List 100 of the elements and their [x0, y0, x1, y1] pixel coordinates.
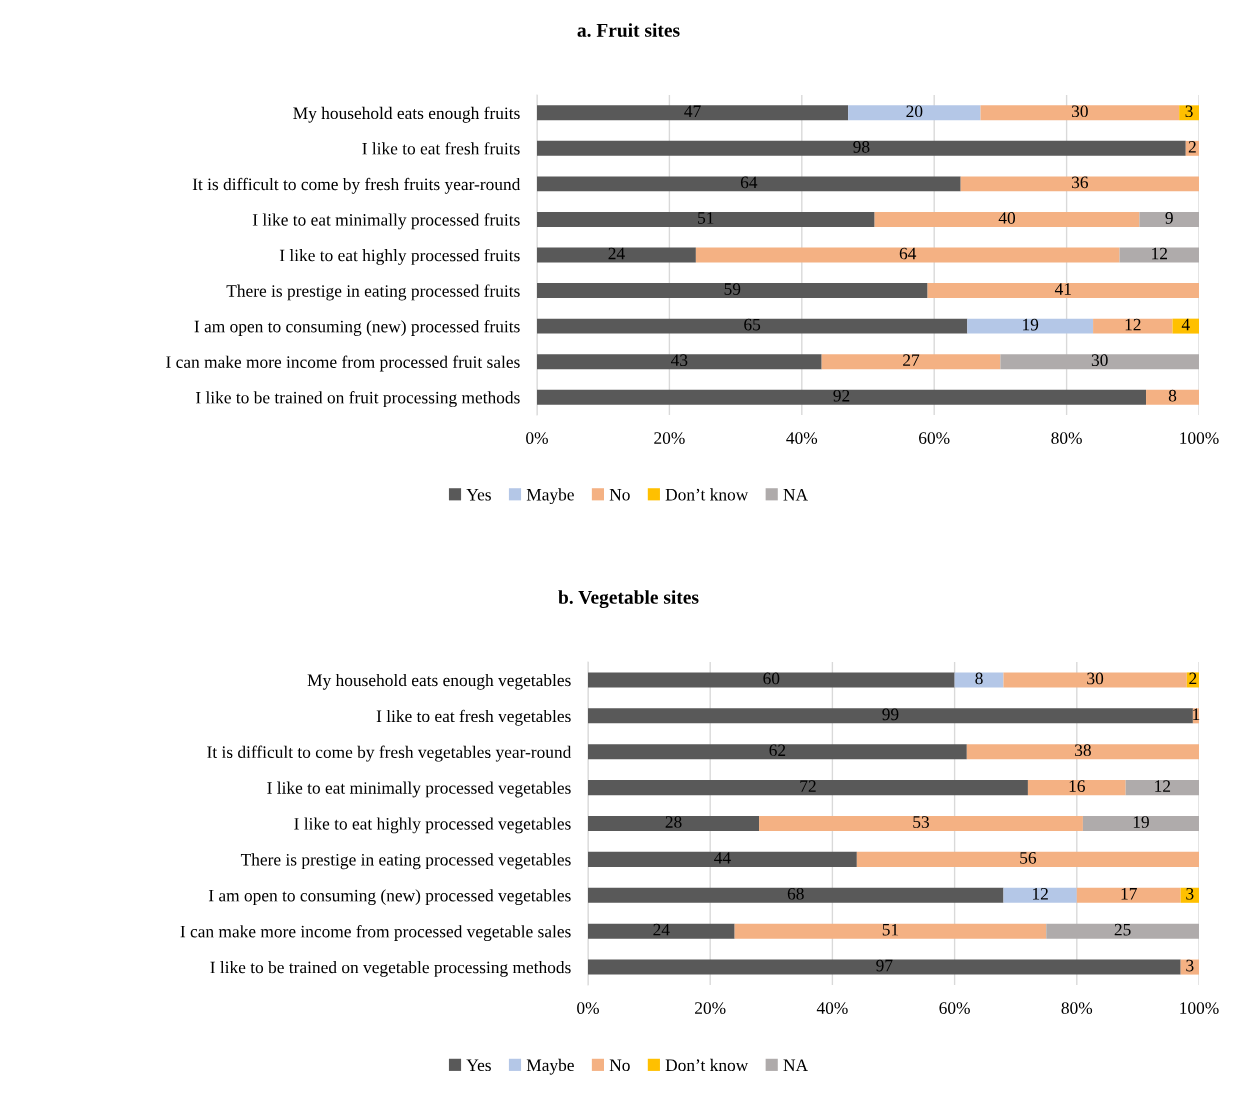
x-tick-label: 40%	[786, 432, 818, 444]
data-label: 97	[876, 959, 893, 972]
data-label: 19	[1133, 816, 1149, 828]
y-tick-label: I can make more income from processed vegetable sales	[180, 925, 571, 942]
data-label: 19	[1023, 318, 1039, 331]
bar	[695, 247, 1120, 263]
data-label: 8	[975, 672, 983, 685]
data-label: 12	[1032, 887, 1048, 900]
data-label: 9	[1165, 212, 1173, 224]
y-tick-label: I like to eat fresh fruits	[362, 142, 520, 155]
x-tick-label: 40%	[816, 1002, 848, 1014]
y-tick-label: It is difficult to come by fresh vegetables year-round	[207, 745, 572, 762]
y-tick-label: I like to be trained on vegetable processing methods	[210, 961, 571, 977]
bar	[537, 176, 961, 192]
bar	[1146, 389, 1199, 405]
y-tick-label: I can make more income from processed fruit sales	[166, 355, 520, 372]
y-tick-label: I am open to consuming (new) processed vegetables	[208, 889, 571, 906]
data-label: 3	[1185, 105, 1193, 118]
data-label: 1	[1193, 708, 1200, 721]
bar	[537, 389, 1147, 405]
bar	[588, 923, 735, 939]
bar	[588, 708, 1193, 724]
legend-label: Yes	[466, 489, 491, 501]
data-label: 20	[906, 105, 923, 118]
data-label: 40	[998, 212, 1016, 224]
chart-title: b. Vegetable sites	[558, 590, 699, 608]
data-label: 27	[903, 354, 920, 366]
data-label: 28	[665, 816, 682, 828]
data-label: 99	[882, 708, 899, 721]
data-label: 41	[1054, 283, 1071, 295]
chart-title: a. Fruit sites	[577, 23, 680, 37]
bar	[927, 283, 1199, 299]
data-label: 64	[740, 176, 758, 189]
bar	[1093, 318, 1173, 334]
bar	[588, 744, 967, 760]
legend-label: Maybe	[526, 488, 574, 505]
data-label: 92	[833, 389, 850, 402]
bar	[1003, 672, 1187, 688]
bar	[966, 744, 1199, 760]
data-label: 65	[744, 318, 761, 331]
data-label: 12	[1155, 780, 1171, 792]
data-label: 17	[1121, 887, 1137, 900]
bar	[537, 211, 875, 227]
bar	[1046, 923, 1199, 939]
data-label: 53	[913, 816, 929, 828]
bar	[1027, 780, 1126, 796]
bar	[821, 354, 1001, 370]
x-tick-label: 60%	[919, 432, 950, 444]
x-tick-label: 0%	[526, 432, 548, 444]
data-label: 38	[1075, 744, 1091, 757]
bar	[759, 815, 1083, 832]
bar	[537, 354, 822, 370]
legend-label: Yes	[466, 1059, 491, 1072]
bar	[1172, 318, 1199, 334]
data-label: 30	[1071, 105, 1088, 118]
bar	[1076, 887, 1181, 903]
bar	[588, 815, 760, 832]
bar	[1003, 887, 1077, 903]
y-tick-label: I like to eat highly processed vegetables	[294, 817, 571, 834]
y-tick-label: There is prestige in eating processed fruits	[226, 284, 520, 301]
data-label: 72	[800, 780, 816, 792]
data-label: 51	[698, 212, 714, 224]
data-label: 43	[670, 354, 688, 367]
bar	[588, 959, 1181, 975]
data-label: 2	[1188, 141, 1196, 153]
bar	[588, 851, 857, 867]
legend-label: NA	[783, 488, 808, 501]
data-label: 24	[608, 247, 625, 260]
bar	[537, 318, 968, 334]
data-label: 3	[1186, 887, 1194, 900]
data-label: 44	[714, 852, 731, 864]
y-tick-label: I like to eat minimally processed fruits	[252, 213, 520, 230]
bar	[537, 283, 928, 299]
x-tick-label: 0%	[577, 1002, 599, 1014]
bar	[874, 211, 1140, 227]
data-label: 59	[724, 283, 741, 295]
bar	[960, 176, 1199, 192]
x-tick-label: 80%	[1051, 432, 1082, 444]
bar	[537, 140, 1186, 156]
data-label: 56	[1020, 852, 1037, 864]
y-tick-label: My household eats enough vegetables	[307, 673, 571, 690]
y-tick-label: There is prestige in eating processed vegetables	[240, 853, 571, 870]
bar	[980, 105, 1180, 121]
data-label: 4	[1181, 318, 1190, 331]
data-label: 12	[1152, 247, 1167, 260]
data-label: 60	[763, 672, 780, 685]
bar	[537, 247, 696, 263]
y-tick-label: I am open to consuming (new) processed fruits	[194, 320, 520, 336]
bar	[954, 672, 1004, 688]
bar	[848, 105, 981, 121]
bar	[734, 923, 1047, 939]
y-tick-label: My household eats enough fruits	[293, 106, 520, 123]
data-label: 98	[853, 140, 870, 153]
legend-label: NA	[783, 1059, 808, 1071]
bar	[1179, 105, 1199, 121]
data-label: 12	[1125, 318, 1141, 331]
bar	[537, 105, 849, 121]
legend-label: Don’t know	[665, 488, 749, 501]
data-label: 62	[769, 744, 786, 757]
legend-label: No	[609, 489, 630, 501]
